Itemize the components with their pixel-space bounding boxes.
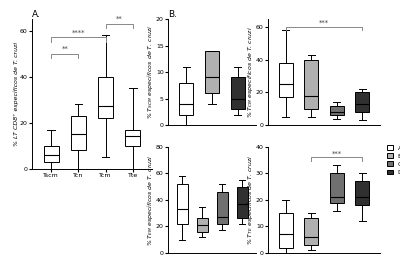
Y-axis label: % T$_{TE}$ específicos de T. cruzi: % T$_{TE}$ específicos de T. cruzi bbox=[244, 155, 254, 245]
PathPatch shape bbox=[126, 129, 140, 146]
Text: ***: *** bbox=[332, 150, 342, 156]
PathPatch shape bbox=[196, 218, 208, 232]
Y-axis label: % T$_{SCM}$ específicos de T. cruzi: % T$_{SCM}$ específicos de T. cruzi bbox=[144, 25, 154, 119]
PathPatch shape bbox=[176, 184, 188, 224]
PathPatch shape bbox=[216, 192, 228, 224]
Legend: A, B, C, D: A, B, C, D bbox=[386, 145, 400, 176]
Y-axis label: % LT CD8⁺ específicos de T. cruzi: % LT CD8⁺ específicos de T. cruzi bbox=[13, 42, 18, 146]
PathPatch shape bbox=[330, 106, 344, 115]
Text: **: ** bbox=[116, 16, 123, 22]
Y-axis label: % T$_{EM}$ específicos de T. cruzi: % T$_{EM}$ específicos de T. cruzi bbox=[144, 154, 154, 246]
PathPatch shape bbox=[98, 77, 113, 118]
PathPatch shape bbox=[304, 60, 318, 109]
PathPatch shape bbox=[44, 146, 58, 162]
PathPatch shape bbox=[205, 51, 219, 93]
Text: B.: B. bbox=[168, 10, 177, 19]
PathPatch shape bbox=[330, 174, 344, 203]
PathPatch shape bbox=[279, 213, 293, 248]
PathPatch shape bbox=[304, 218, 318, 245]
Text: A.: A. bbox=[32, 10, 41, 19]
Text: ****: **** bbox=[72, 30, 85, 36]
PathPatch shape bbox=[236, 187, 248, 218]
Y-axis label: % T$_{CM}$ específicos de T. cruzi: % T$_{CM}$ específicos de T. cruzi bbox=[244, 26, 254, 118]
Text: ***: *** bbox=[319, 20, 329, 26]
PathPatch shape bbox=[71, 116, 86, 150]
PathPatch shape bbox=[355, 181, 369, 205]
Text: **: ** bbox=[61, 46, 68, 52]
PathPatch shape bbox=[179, 83, 193, 115]
PathPatch shape bbox=[355, 92, 369, 112]
PathPatch shape bbox=[231, 77, 245, 109]
PathPatch shape bbox=[279, 63, 293, 97]
